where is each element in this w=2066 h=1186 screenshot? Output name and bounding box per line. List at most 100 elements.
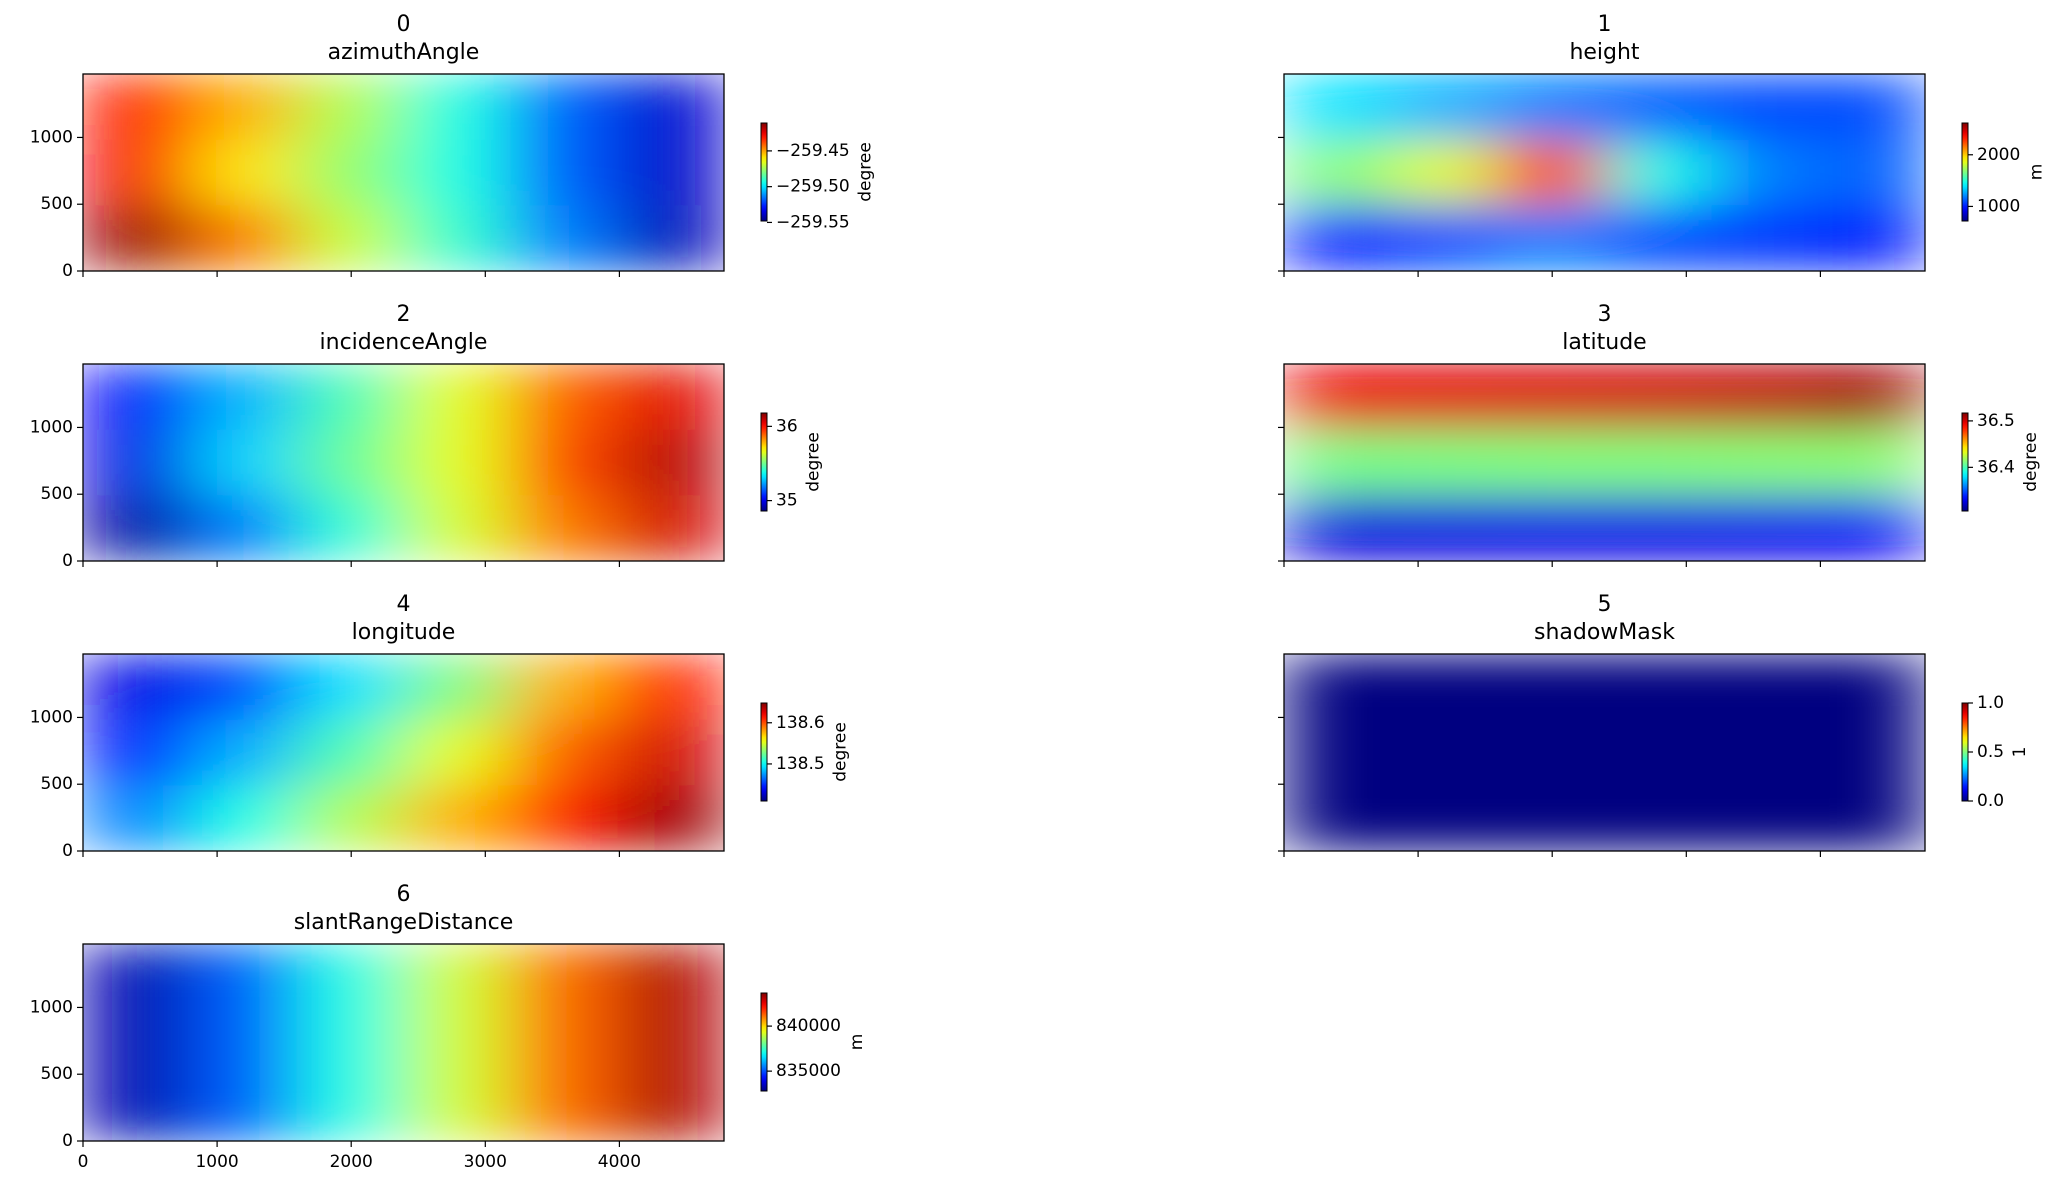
heat-cell [1390,205,1499,271]
colorbar-tick-label: 2000 [1977,145,2020,165]
colorbar-tick-label: 0.5 [1977,742,2004,762]
heat-cell [1711,205,1819,271]
heatmap [1284,654,1925,851]
panel-number: 1 [1598,12,1612,37]
colorbar-label: degree [2021,432,2041,492]
y-tick-label: 500 [41,194,73,214]
y-tick-label: 500 [41,484,73,504]
heat-cell [1711,74,1819,141]
axes-frame [82,653,725,852]
heat-cell [617,719,724,786]
colorbar-label: degree [856,142,876,202]
heatmap-cells [83,654,724,851]
panel-title: latitude [1562,330,1646,355]
colorbar-label: m [2026,164,2046,181]
heat-cell [617,429,724,496]
heat-cell [1604,205,1712,271]
x-tick-label: 4000 [598,1152,641,1172]
heat-cell [189,785,298,851]
heatmap [83,654,724,851]
panel-number: 6 [397,882,411,907]
panel-title: slantRangeDistance [294,910,514,935]
heatmap-cells [1284,364,1925,561]
panel-number: 0 [397,12,411,37]
heat-cell [1284,654,1392,721]
heat-cell [403,944,511,1011]
heat-cell [1284,205,1392,271]
heat-cell [1604,719,1712,786]
colorbar-tick-label: 138.5 [776,754,825,774]
y-tick-label: 0 [62,841,73,861]
y-tick-label: 0 [62,261,73,281]
heat-cell [1818,654,1925,721]
heat-cell [83,495,191,561]
heat-cell [189,944,298,1011]
heat-cell [83,1009,191,1076]
heat-cell [83,364,191,431]
heat-cell [510,364,618,431]
heat-cell [189,495,298,561]
heatmap [1284,74,1925,271]
panel-number: 5 [1598,592,1612,617]
heat-cell [1284,785,1392,851]
heat-cell [83,719,191,786]
heat-cell [403,1009,511,1076]
panel-number: 4 [397,592,411,617]
colorbar-tick-label: 835000 [776,1061,841,1081]
heatmap-cells [1284,74,1925,271]
heat-cell [510,944,618,1011]
axes-frame [82,943,725,1142]
heat-cell [83,429,191,496]
heat-cell [83,139,191,206]
axes-frame [82,363,725,562]
heat-cell [1497,495,1605,561]
heat-cell [83,205,191,271]
heat-cell [403,205,511,271]
heat-cell [296,1009,404,1076]
colorbar-label: degree [804,432,824,492]
heatmap-cells [83,74,724,271]
heatmap-cells [1284,654,1925,851]
heat-cell [617,139,724,206]
heat-cell [1711,139,1819,206]
colorbar-tick-label: 138.6 [776,713,825,733]
heatmap [1284,364,1925,561]
heat-cell [296,944,404,1011]
axes-frame [1283,73,1926,272]
heat-cell [1818,785,1925,851]
heat-cell [403,1075,511,1141]
heat-cell [1604,785,1712,851]
heat-cell [510,1009,618,1076]
colorbar-tick-label: 35 [776,491,798,511]
axes-frame [82,73,725,272]
heat-cell [189,1009,298,1076]
heat-cell [296,364,404,431]
heat-cell [189,139,298,206]
heat-cell [83,74,191,141]
heat-cell [1497,364,1605,431]
heat-cell [83,1075,191,1141]
heat-cell [1390,654,1499,721]
heat-cell [403,74,511,141]
heat-cell [296,139,404,206]
panel-title: incidenceAngle [320,330,488,355]
heatmap [83,944,724,1141]
heat-cell [617,1009,724,1076]
heat-cell [1711,654,1819,721]
panel-title: azimuthAngle [328,40,480,65]
heat-cell [189,1075,298,1141]
heat-cell [189,74,298,141]
heat-cell [510,1075,618,1141]
heat-cell [1497,429,1605,496]
colorbar [1961,122,1969,222]
heat-cell [1390,495,1499,561]
heat-cell [1497,205,1605,271]
colorbar-tick-label: −259.50 [776,177,850,197]
colorbar [1961,412,1969,512]
heat-cell [617,944,724,1011]
heat-cell [510,495,618,561]
heat-cell [510,654,618,721]
heat-cell [1818,205,1925,271]
x-tick-label: 0 [78,1152,89,1172]
